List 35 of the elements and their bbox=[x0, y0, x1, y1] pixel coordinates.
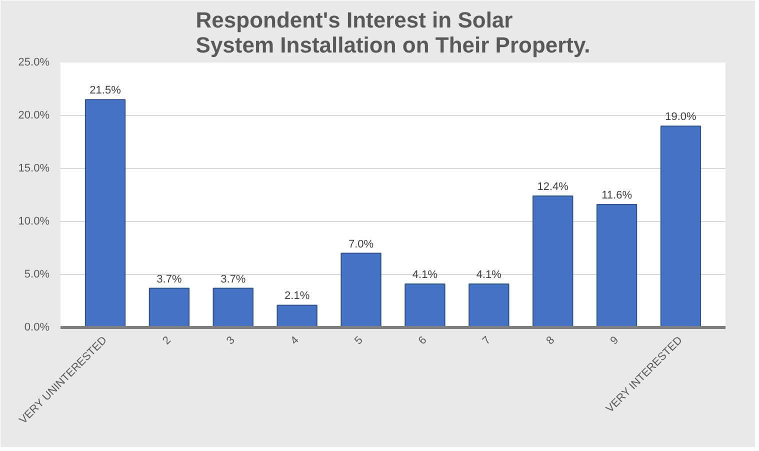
data-label: 3.7% bbox=[156, 273, 182, 286]
y-tick-label: 15.0% bbox=[18, 162, 50, 174]
data-label: 11.6% bbox=[602, 190, 632, 202]
x-tick-label: 6 bbox=[416, 334, 430, 348]
y-tick-label: 5.0% bbox=[24, 268, 50, 280]
chart-title: Respondent's Interest in Solar System Installation on Their Property. bbox=[196, 8, 590, 58]
data-label: 7.0% bbox=[348, 238, 374, 250]
bar bbox=[596, 204, 638, 328]
data-label: 19.0% bbox=[665, 111, 697, 124]
x-tick-label: 9 bbox=[608, 334, 622, 348]
data-label: 4.1% bbox=[412, 269, 438, 282]
bar bbox=[660, 126, 702, 328]
bar bbox=[404, 284, 446, 328]
data-label: 3.7% bbox=[220, 273, 246, 286]
bar bbox=[212, 288, 254, 328]
y-tick-label: 0.0% bbox=[24, 322, 50, 334]
x-tick-label: 5 bbox=[352, 334, 366, 348]
bar bbox=[340, 252, 382, 328]
bar bbox=[84, 99, 126, 328]
bar bbox=[148, 288, 190, 328]
data-label: 12.4% bbox=[537, 181, 569, 194]
x-tick-label: 2 bbox=[160, 334, 174, 348]
x-tick-label: 7 bbox=[480, 334, 494, 348]
bar bbox=[276, 304, 318, 328]
x-tick-label: 4 bbox=[288, 334, 302, 348]
data-label: 21.5% bbox=[90, 84, 122, 97]
y-tick-label: 20.0% bbox=[18, 110, 50, 122]
bar bbox=[532, 196, 574, 328]
data-label: 2.1% bbox=[284, 290, 310, 302]
x-tick-label: 8 bbox=[544, 334, 558, 348]
x-tick-label: 3 bbox=[224, 334, 238, 348]
bar bbox=[468, 284, 510, 328]
data-label: 4.1% bbox=[476, 269, 502, 282]
y-tick-label: 10.0% bbox=[18, 216, 50, 228]
y-tick-label: 25.0% bbox=[18, 56, 50, 68]
